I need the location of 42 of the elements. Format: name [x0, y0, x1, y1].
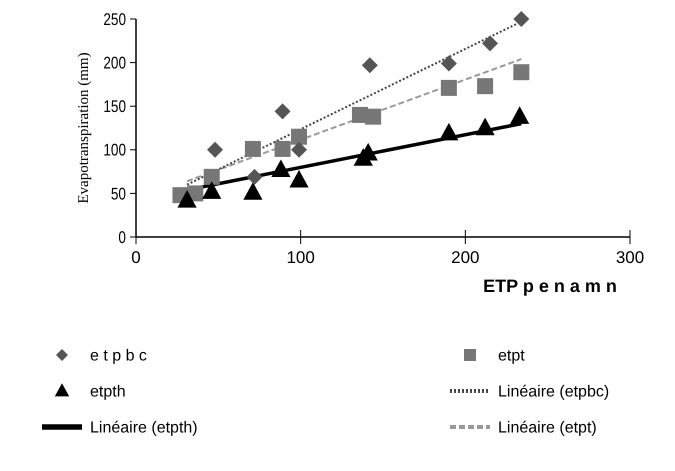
x-tick-label: 300	[616, 248, 644, 267]
y-tick-label: 0	[118, 228, 126, 248]
legend-label: etpth	[90, 384, 126, 401]
point	[482, 35, 498, 52]
point	[439, 122, 458, 140]
point	[204, 168, 220, 185]
point	[440, 55, 457, 72]
point	[246, 168, 263, 185]
legend-label: Linéaire (etpbc)	[498, 384, 610, 401]
point	[291, 142, 308, 158]
point	[274, 140, 291, 157]
y-tick-label: 250	[103, 10, 126, 30]
point	[271, 159, 291, 178]
point	[510, 106, 530, 124]
y-tick-label: 100	[103, 141, 126, 160]
point	[244, 140, 261, 157]
point	[291, 128, 308, 145]
point	[513, 11, 530, 27]
legend-label: etpt	[498, 348, 526, 365]
point	[202, 181, 222, 199]
point	[365, 108, 382, 125]
point	[207, 142, 224, 158]
point	[289, 170, 309, 188]
x-axis-title: ETP p e n a m n	[483, 276, 617, 296]
point	[513, 64, 530, 80]
legend-label: Linéaire (etpt)	[498, 420, 597, 437]
y-tick-label: 50	[110, 184, 126, 204]
x-tick-label: 200	[451, 248, 480, 267]
legend-label: e t p b c	[90, 348, 147, 365]
x-tick-label: 100	[286, 248, 315, 267]
point	[362, 57, 378, 74]
point	[243, 182, 263, 200]
point	[477, 78, 494, 94]
point	[274, 103, 291, 120]
point	[177, 190, 197, 208]
x-tick-label: 0	[131, 248, 141, 267]
y-tick-label: 200	[103, 54, 126, 73]
y-tick-label: 150	[103, 98, 126, 117]
y-axis-title: Evapotranspiration (mm)	[76, 52, 92, 204]
point	[475, 118, 495, 136]
legend-label: Linéaire (etpth)	[90, 420, 198, 437]
point	[440, 80, 457, 96]
